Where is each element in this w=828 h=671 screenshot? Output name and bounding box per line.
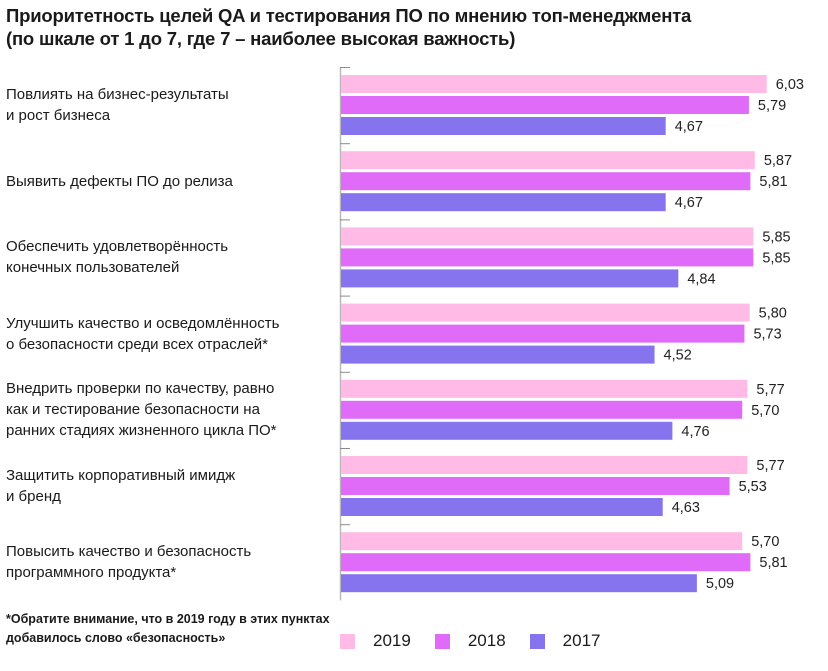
bar-2019 xyxy=(341,532,743,551)
data-label: 5,79 xyxy=(758,98,786,114)
category-label-line: Выявить дефекты ПО до релиза xyxy=(6,172,233,190)
bar-2018 xyxy=(341,477,730,495)
bar-2017 xyxy=(341,498,663,516)
bar-2017 xyxy=(341,345,655,364)
legend-label: 2017 xyxy=(562,631,601,650)
data-label: 5,73 xyxy=(753,327,781,343)
data-label: 5,85 xyxy=(762,229,790,245)
data-label: 5,81 xyxy=(759,555,787,571)
bar-2019 xyxy=(341,227,754,246)
category-label: Защитить корпоративный имидж и бренд xyxy=(6,465,326,507)
bar-2018 xyxy=(341,324,745,343)
data-label: 5,80 xyxy=(759,306,787,322)
data-label: 5,85 xyxy=(762,250,790,266)
data-label: 4,63 xyxy=(672,500,700,516)
bar-2019 xyxy=(341,456,748,474)
category-label-line: ранних стадиях жизненного цикла ПО* xyxy=(6,422,277,440)
category-label-line: конечных пользователей xyxy=(6,259,180,277)
data-label: 5,87 xyxy=(764,153,792,169)
legend-swatch xyxy=(434,633,450,649)
data-label: 4,67 xyxy=(675,195,703,211)
category-label: Обеспечить удовлетворённость конечных пол… xyxy=(6,236,326,278)
bar-2017 xyxy=(341,193,666,212)
data-label: 4,67 xyxy=(675,119,703,135)
data-label: 5,81 xyxy=(759,174,787,190)
legend-item-2019: 2019 xyxy=(340,631,411,651)
category-label-line: программного продукта* xyxy=(6,564,177,582)
data-label: 5,70 xyxy=(751,534,779,550)
data-label: 4,84 xyxy=(687,271,715,287)
bar-2018 xyxy=(341,400,743,419)
bar-2018 xyxy=(341,553,751,572)
legend-item-2018: 2018 xyxy=(434,631,506,651)
data-label: 4,76 xyxy=(681,424,709,440)
bar-2017 xyxy=(341,117,666,135)
bar-2019 xyxy=(341,303,750,322)
category-label: Выявить дефекты ПО до релиза xyxy=(6,171,326,192)
category-label: Внедрить проверки по качеству, равно как … xyxy=(6,378,326,441)
category-label: Улучшить качество и осведомлённость о без… xyxy=(6,313,326,355)
bar-2018 xyxy=(341,172,751,191)
category-label-line: и рост бизнеса xyxy=(6,107,111,124)
category-label-line: Внедрить проверки по качеству, равно xyxy=(6,380,275,398)
category-label-line: Обеспечить удовлетворённость xyxy=(6,238,229,256)
category-label-line: Повысить качество и безопасность xyxy=(6,543,252,561)
data-label: 4,52 xyxy=(664,348,692,364)
category-label: Повысить качество и безопасность программ… xyxy=(6,541,326,583)
legend-item-2017: 2017 xyxy=(529,631,601,651)
data-label: 5,09 xyxy=(706,576,734,592)
category-label-line: как и тестирование безопасности на xyxy=(6,401,260,419)
chart-title-line: Приоритетность целей QA и тестирования П… xyxy=(6,5,692,26)
data-label: 5,77 xyxy=(756,382,784,398)
legend-label: 2019 xyxy=(373,631,411,650)
bar-2018 xyxy=(341,96,749,114)
bar-2017 xyxy=(341,421,673,440)
category-label-line: и бренд xyxy=(6,488,61,505)
legend-swatch xyxy=(340,633,355,649)
footnote: *Обратите внимание, что в 2019 году в эт… xyxy=(6,612,330,645)
bar-2019 xyxy=(341,151,755,170)
category-label: Повлиять на бизнес-результаты и рост бизн… xyxy=(6,84,326,126)
category-label-line: Защитить корпоративный имидж xyxy=(6,467,236,484)
bar-2019 xyxy=(341,75,767,93)
bar-2019 xyxy=(341,379,748,398)
category-label-line: о безопасности среди всех отраслей* xyxy=(6,335,269,353)
legend-swatch xyxy=(529,633,545,649)
bar-2017 xyxy=(341,574,697,593)
chart-subtitle: (по шкале от 1 до 7, где 7 – наиболее вы… xyxy=(6,28,516,49)
legend-label: 2018 xyxy=(467,631,506,650)
data-label: 5,53 xyxy=(739,479,767,495)
data-label: 6,03 xyxy=(776,77,804,93)
bar-2018 xyxy=(341,248,754,267)
chart-title: Приоритетность целей QA и тестирования П… xyxy=(6,4,826,50)
data-label: 5,70 xyxy=(751,403,779,419)
category-label-line: Улучшить качество и осведомлённость xyxy=(6,314,280,332)
bar-2017 xyxy=(341,269,679,288)
category-label-line: Повлиять на бизнес-результаты xyxy=(6,86,229,103)
data-label: 5,77 xyxy=(756,458,784,474)
legend: 2019 2018 2017 xyxy=(340,629,624,653)
